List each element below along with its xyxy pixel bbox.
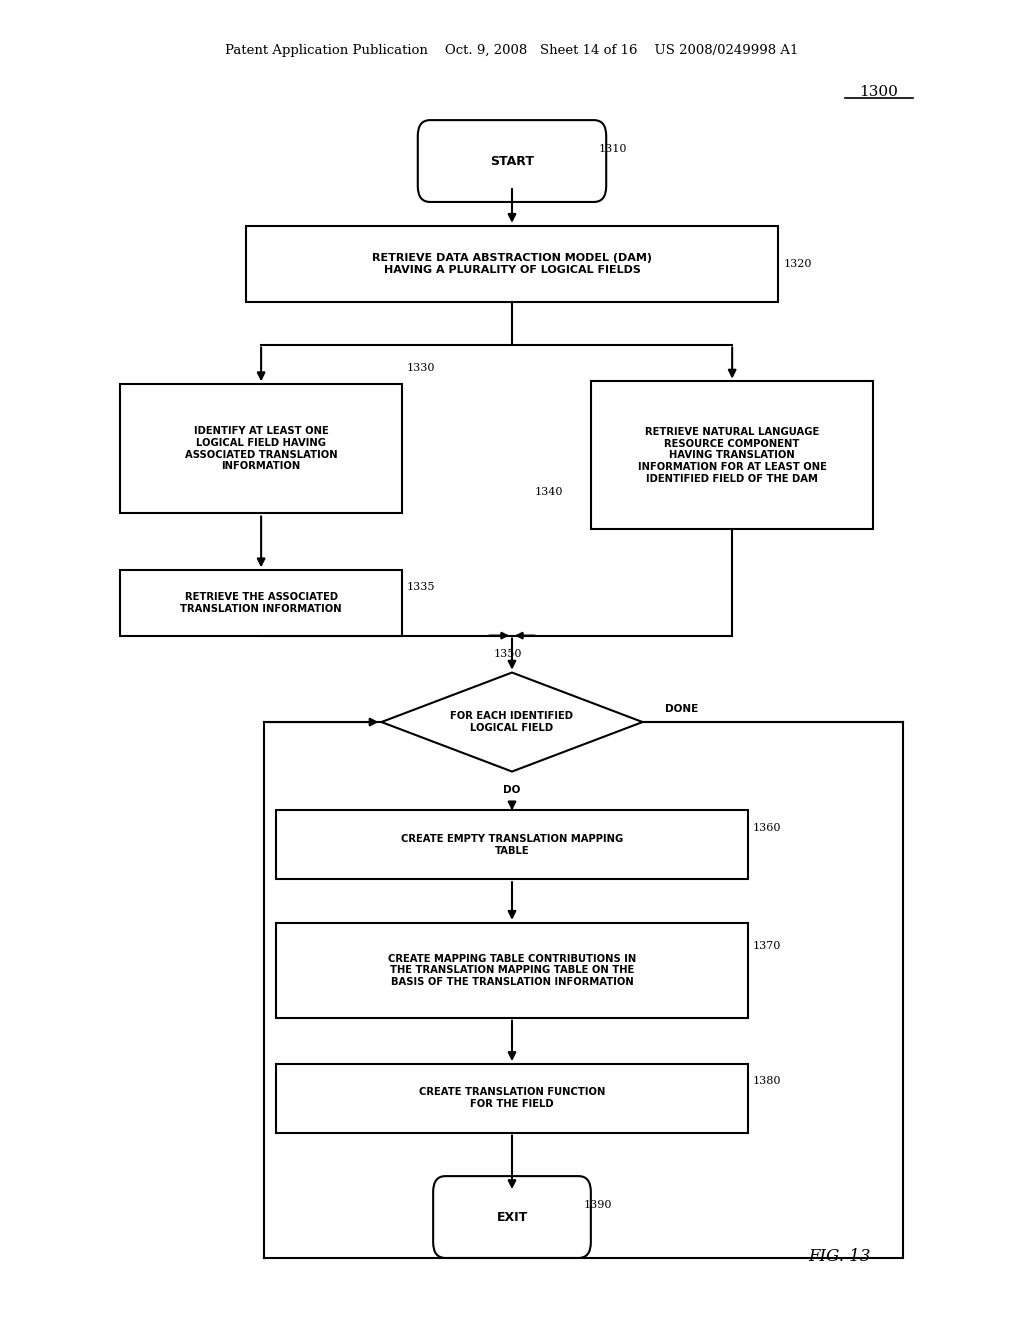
- Text: CREATE EMPTY TRANSLATION MAPPING
TABLE: CREATE EMPTY TRANSLATION MAPPING TABLE: [400, 834, 624, 855]
- FancyBboxPatch shape: [276, 1064, 748, 1133]
- Text: CREATE TRANSLATION FUNCTION
FOR THE FIELD: CREATE TRANSLATION FUNCTION FOR THE FIEL…: [419, 1088, 605, 1109]
- Text: 1360: 1360: [753, 822, 781, 833]
- Text: RETRIEVE THE ASSOCIATED
TRANSLATION INFORMATION: RETRIEVE THE ASSOCIATED TRANSLATION INFO…: [180, 593, 342, 614]
- Text: 1335: 1335: [408, 582, 435, 591]
- Text: RETRIEVE DATA ABSTRACTION MODEL (DAM)
HAVING A PLURALITY OF LOGICAL FIELDS: RETRIEVE DATA ABSTRACTION MODEL (DAM) HA…: [372, 253, 652, 275]
- Text: CREATE MAPPING TABLE CONTRIBUTIONS IN
THE TRANSLATION MAPPING TABLE ON THE
BASIS: CREATE MAPPING TABLE CONTRIBUTIONS IN TH…: [388, 953, 636, 987]
- FancyBboxPatch shape: [418, 120, 606, 202]
- FancyBboxPatch shape: [276, 923, 748, 1018]
- Text: 1380: 1380: [753, 1076, 781, 1086]
- Text: DO: DO: [504, 785, 520, 795]
- Text: 1340: 1340: [535, 487, 563, 498]
- FancyBboxPatch shape: [246, 226, 778, 302]
- Text: 1310: 1310: [599, 144, 628, 153]
- Text: 1320: 1320: [783, 259, 812, 269]
- Text: 1390: 1390: [584, 1200, 612, 1209]
- Text: IDENTIFY AT LEAST ONE
LOGICAL FIELD HAVING
ASSOCIATED TRANSLATION
INFORMATION: IDENTIFY AT LEAST ONE LOGICAL FIELD HAVI…: [184, 426, 338, 471]
- Text: EXIT: EXIT: [497, 1210, 527, 1224]
- Text: FOR EACH IDENTIFIED
LOGICAL FIELD: FOR EACH IDENTIFIED LOGICAL FIELD: [451, 711, 573, 733]
- Text: 1300: 1300: [859, 86, 898, 99]
- FancyBboxPatch shape: [276, 810, 748, 879]
- Text: RETRIEVE NATURAL LANGUAGE
RESOURCE COMPONENT
HAVING TRANSLATION
INFORMATION FOR : RETRIEVE NATURAL LANGUAGE RESOURCE COMPO…: [638, 428, 826, 483]
- Text: Patent Application Publication    Oct. 9, 2008   Sheet 14 of 16    US 2008/02499: Patent Application Publication Oct. 9, 2…: [225, 44, 799, 57]
- FancyBboxPatch shape: [591, 381, 872, 529]
- FancyBboxPatch shape: [121, 384, 401, 513]
- Polygon shape: [381, 672, 643, 771]
- Text: 1370: 1370: [753, 941, 781, 952]
- Text: 1330: 1330: [408, 363, 435, 374]
- Text: 1350: 1350: [494, 649, 522, 659]
- Text: DONE: DONE: [666, 704, 698, 714]
- Text: FIG. 13: FIG. 13: [808, 1249, 871, 1265]
- Text: START: START: [490, 154, 534, 168]
- FancyBboxPatch shape: [433, 1176, 591, 1258]
- FancyBboxPatch shape: [121, 570, 401, 636]
